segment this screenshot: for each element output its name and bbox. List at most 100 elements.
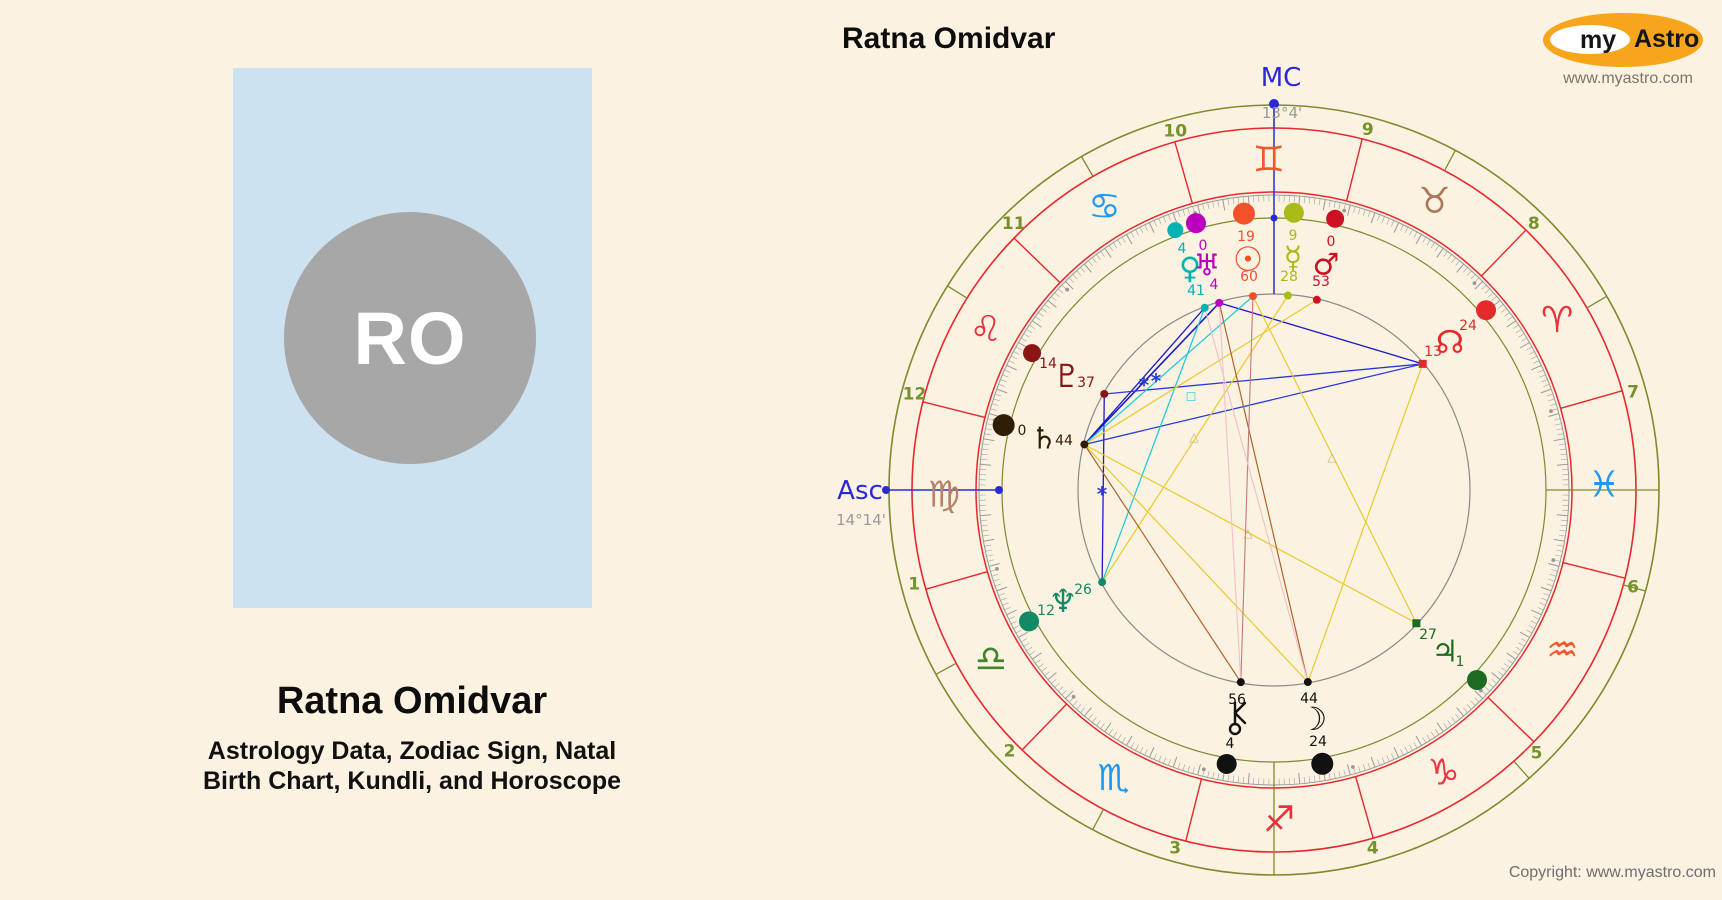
degree-tick — [1015, 346, 1022, 351]
degree-tick — [1177, 210, 1181, 218]
degree-tick — [1212, 772, 1215, 779]
mercury-degree-text: 9 — [1289, 228, 1298, 244]
zodiac-sign-pisces: ♓ — [1588, 464, 1620, 505]
degree-tick — [1560, 524, 1567, 527]
degree-tick — [1237, 197, 1240, 204]
degree-tick — [1498, 671, 1504, 676]
asc-degree-label: 14°14' — [836, 511, 886, 529]
zodiac-sign-taurus: ♉ — [1418, 181, 1450, 222]
aspect-line-uranus-chiron — [1218, 302, 1242, 683]
chiron-glyph-circle — [1228, 722, 1242, 736]
degree-tick — [1513, 651, 1519, 656]
degree-tick — [1058, 288, 1064, 294]
degree-tick — [1531, 609, 1542, 616]
jupiter-minute-text: 1 — [1456, 654, 1465, 670]
degree-tick — [1481, 284, 1487, 290]
degree-tick — [994, 583, 1002, 587]
degree-tick — [1470, 700, 1476, 706]
chiron-glyph-arm — [1233, 701, 1247, 715]
avatar-initials: RO — [353, 296, 467, 380]
degree-tick — [1004, 607, 1011, 611]
degree-tick — [1515, 646, 1522, 651]
degree-tick — [1491, 672, 1501, 681]
venus-minute-text: 41 — [1187, 283, 1205, 299]
degree-tick — [980, 514, 992, 517]
degree-tick — [1303, 776, 1306, 784]
degree-tick — [1008, 360, 1015, 364]
degree-tick — [1533, 360, 1540, 364]
degree-tick — [1463, 707, 1468, 713]
sign-boundary-line — [1021, 703, 1068, 751]
degree-tick — [1104, 248, 1112, 258]
moon-inner-dot — [1303, 678, 1312, 687]
degree-tick — [1367, 210, 1371, 218]
degree-tick — [1044, 671, 1050, 676]
degree-tick — [1463, 267, 1468, 273]
degree-tick — [1121, 236, 1126, 243]
degree-tick — [1422, 737, 1427, 744]
degree-tick — [1047, 299, 1057, 308]
degree-tick — [1083, 263, 1092, 273]
degree-tick — [1537, 369, 1544, 373]
degree-tick — [1013, 625, 1020, 629]
sign-boundary-line — [1354, 776, 1374, 839]
mars-minute-text: 53 — [1312, 274, 1330, 290]
aspect-line-sun-chiron — [1240, 296, 1254, 683]
degree-tick — [1006, 364, 1017, 371]
degree-tick — [1507, 659, 1513, 664]
degree-tick — [1488, 292, 1494, 298]
house-number-7: 7 — [1627, 382, 1639, 402]
aspect-symbol: △ — [1243, 526, 1253, 540]
degree-tick — [1381, 757, 1385, 764]
profile-subtitle: Astrology Data, Zodiac Sign, Natal Birth… — [132, 736, 692, 796]
sign-boundary-line — [1487, 696, 1535, 743]
sign-boundary-line — [925, 570, 988, 590]
degree-tick — [1451, 717, 1456, 723]
degree-tick — [1006, 609, 1017, 616]
venus-glyph: ♀ — [1179, 252, 1201, 287]
house-number-2: 2 — [1004, 742, 1016, 762]
degree-tick — [982, 443, 990, 446]
mars-inner-dot — [1312, 295, 1321, 304]
degree-tick — [1484, 288, 1490, 294]
degree-tick — [1540, 586, 1552, 592]
degree-tick — [1032, 320, 1042, 328]
degree-tick — [981, 453, 988, 456]
degree-tick — [1557, 544, 1564, 547]
jupiter-glyph: ♃ — [1432, 635, 1459, 670]
degree-tick — [1393, 222, 1400, 233]
degree-tick — [1347, 204, 1351, 216]
degree-tick — [1117, 239, 1122, 246]
degree-tick — [1541, 597, 1548, 601]
house-cusp-line — [1513, 760, 1530, 779]
degree-tick — [1507, 316, 1513, 321]
uranus-minute-text: 4 — [1210, 277, 1219, 293]
copyright-text: Copyright: www.myastro.com — [1508, 864, 1716, 881]
degree-tick — [1065, 690, 1074, 699]
degree-tick — [1002, 602, 1009, 606]
neptune-inner-dot — [1098, 578, 1107, 587]
degree-tick — [998, 593, 1005, 596]
degree-tick — [1435, 245, 1440, 251]
degree-tick — [1560, 453, 1567, 456]
degree-tick — [1135, 229, 1139, 236]
chart-ring-4 — [1001, 217, 1547, 763]
degree-tick — [1553, 538, 1565, 542]
degree-tick — [1466, 704, 1472, 710]
degree-tick — [1358, 765, 1361, 773]
degree-tick — [1466, 270, 1472, 276]
degree-tick — [1051, 679, 1057, 684]
degree-tick — [1409, 744, 1413, 751]
degree-tick — [1548, 563, 1560, 567]
aspect-line-sun-jupiter — [1252, 295, 1417, 624]
degree-tick — [1032, 652, 1042, 660]
aspect-symbol: * — [1097, 482, 1108, 506]
aspect-symbol: * — [1139, 373, 1150, 397]
degree-tick — [1158, 218, 1162, 225]
degree-tick — [1182, 209, 1186, 216]
degree-tick — [1158, 755, 1162, 762]
north-node-inner-dot — [1418, 359, 1427, 368]
degree-tick — [1144, 749, 1148, 756]
chiron-glyph-arm — [1233, 711, 1247, 725]
